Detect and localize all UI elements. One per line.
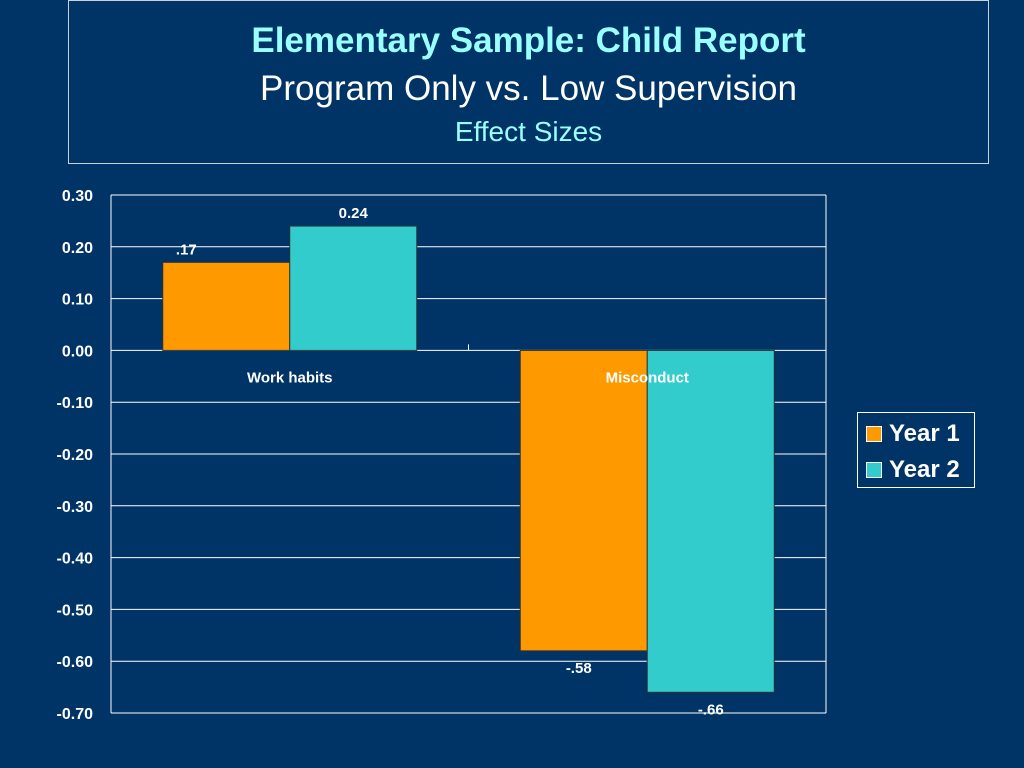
legend-label-year-1: Year 1	[889, 420, 960, 447]
bar-misconduct-year-1	[519, 349, 648, 652]
legend-item-year-1: Year 1	[866, 419, 960, 449]
data-label: .17	[176, 241, 197, 258]
y-tick-label: 0.20	[62, 240, 93, 257]
y-tick-label: 0.30	[62, 188, 93, 205]
y-tick-label: -0.10	[57, 395, 94, 412]
legend: Year 1 Year 2	[857, 412, 975, 488]
y-tick-label: 0.10	[62, 292, 93, 309]
y-tick-label: 0.00	[62, 343, 93, 360]
legend-swatch-year-2	[866, 462, 882, 478]
bar-misconduct-year-2	[646, 349, 775, 693]
y-tick-label: -0.70	[57, 706, 94, 723]
title-box: Elementary Sample: Child Report Program …	[68, 0, 989, 164]
y-tick-label: -0.40	[57, 551, 94, 568]
data-label: -.66	[698, 701, 724, 718]
chart-subtitle: Program Only vs. Low Supervision	[260, 69, 797, 108]
y-tick-label: -0.50	[57, 602, 94, 619]
bar-work-habits-year-1	[162, 261, 291, 351]
legend-label-year-2: Year 2	[889, 456, 960, 483]
data-label: -.58	[566, 660, 592, 677]
data-label: 0.24	[339, 205, 369, 222]
chart-subtitle-effect-sizes: Effect Sizes	[454, 116, 603, 147]
chart-title: Elementary Sample: Child Report	[251, 21, 806, 60]
x-category-label: Misconduct	[606, 369, 689, 386]
y-tick-label: -0.20	[57, 447, 94, 464]
y-tick-label: -0.30	[57, 499, 94, 516]
legend-swatch-year-1	[866, 426, 882, 442]
bar-work-habits-year-2	[289, 225, 418, 351]
y-tick-label: -0.60	[57, 654, 94, 671]
legend-item-year-2: Year 2	[866, 455, 960, 485]
x-category-label: Work habits	[247, 369, 333, 386]
